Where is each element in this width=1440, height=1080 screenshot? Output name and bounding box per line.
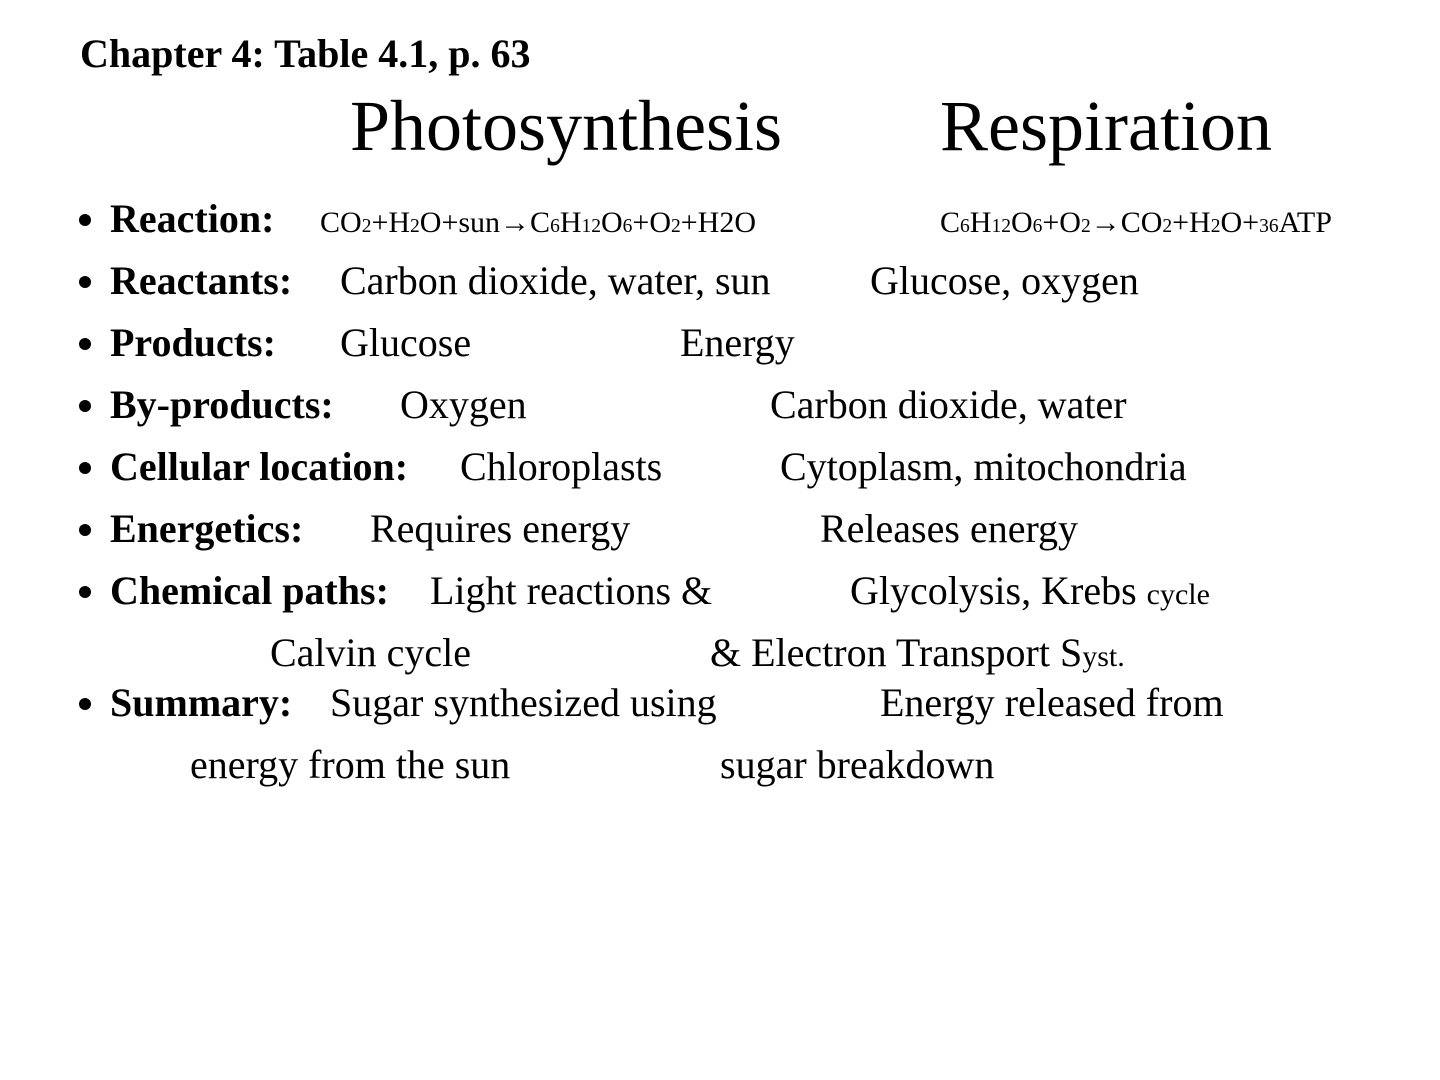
heading-spacer <box>60 87 350 166</box>
chapter-reference: Chapter 4: Table 4.1, p. 63 <box>80 30 1380 77</box>
reactants-photosynthesis: Carbon dioxide, water, sun <box>340 256 870 306</box>
row-summary: Summary: Sugar synthesized using Energy … <box>110 678 1380 728</box>
slide: Chapter 4: Table 4.1, p. 63 Photosynthes… <box>0 0 1440 1080</box>
reaction-photosynthesis: CO2+H2O+sun→C6H12O6+O2+H2O <box>320 204 940 242</box>
comparison-list-2: Summary: Sugar synthesized using Energy … <box>60 678 1380 728</box>
paths-respiration-line2: & Electron Transport Syst. <box>710 628 1125 678</box>
summary-respiration-line2: sugar breakdown <box>720 740 994 790</box>
energetics-respiration: Releases energy <box>820 504 1078 554</box>
row-cellular-location: Cellular location: Chloroplasts Cytoplas… <box>110 442 1380 492</box>
paths-photosynthesis-line2: Calvin cycle <box>270 628 710 678</box>
byproducts-photosynthesis: Oxygen <box>400 380 770 430</box>
heading-photosynthesis: Photosynthesis <box>350 87 940 166</box>
summary-respiration-line1: Energy released from <box>880 678 1224 728</box>
location-photosynthesis: Chloroplasts <box>460 442 780 492</box>
comparison-list: Reaction: CO2+H2O+sun→C6H12O6+O2+H2O C6H… <box>60 194 1380 616</box>
label-byproducts: By-products: <box>110 380 400 430</box>
label-reactants: Reactants: <box>110 256 340 306</box>
label-summary: Summary: <box>110 678 330 728</box>
summary-photosynthesis-line1: Sugar synthesized using <box>330 678 880 728</box>
paths-photosynthesis-line1: Light reactions & <box>430 566 850 616</box>
location-respiration: Cytoplasm, mitochondria <box>780 442 1187 492</box>
row-products: Products: Glucose Energy <box>110 318 1380 368</box>
label-products: Products: <box>110 318 340 368</box>
row-summary-line2: energy from the sun sugar breakdown <box>110 740 1380 790</box>
row-byproducts: By-products: Oxygen Carbon dioxide, wate… <box>110 380 1380 430</box>
row-chemical-paths: Chemical paths: Light reactions & Glycol… <box>110 566 1380 616</box>
row-energetics: Energetics: Requires energy Releases ene… <box>110 504 1380 554</box>
reactants-respiration: Glucose, oxygen <box>870 256 1139 306</box>
heading-respiration: Respiration <box>940 87 1380 166</box>
products-respiration: Energy <box>680 318 795 368</box>
reaction-respiration: C6H12O6+O2→CO2+H2O+36ATP <box>940 204 1332 242</box>
row-reaction: Reaction: CO2+H2O+sun→C6H12O6+O2+H2O C6H… <box>110 194 1380 244</box>
label-cellular-location: Cellular location: <box>110 442 460 492</box>
products-photosynthesis: Glucose <box>340 318 680 368</box>
energetics-photosynthesis: Requires energy <box>370 504 820 554</box>
label-energetics: Energetics: <box>110 504 370 554</box>
label-reaction: Reaction: <box>110 194 320 244</box>
byproducts-respiration: Carbon dioxide, water <box>770 380 1127 430</box>
label-chemical-paths: Chemical paths: <box>110 566 430 616</box>
paths-respiration-line1: Glycolysis, Krebs cycle <box>850 566 1210 616</box>
row-chemical-paths-line2: Calvin cycle & Electron Transport Syst. <box>110 628 1380 678</box>
row-reactants: Reactants: Carbon dioxide, water, sun Gl… <box>110 256 1380 306</box>
summary-photosynthesis-line2: energy from the sun <box>190 740 720 790</box>
column-headings: Photosynthesis Respiration <box>60 87 1380 166</box>
